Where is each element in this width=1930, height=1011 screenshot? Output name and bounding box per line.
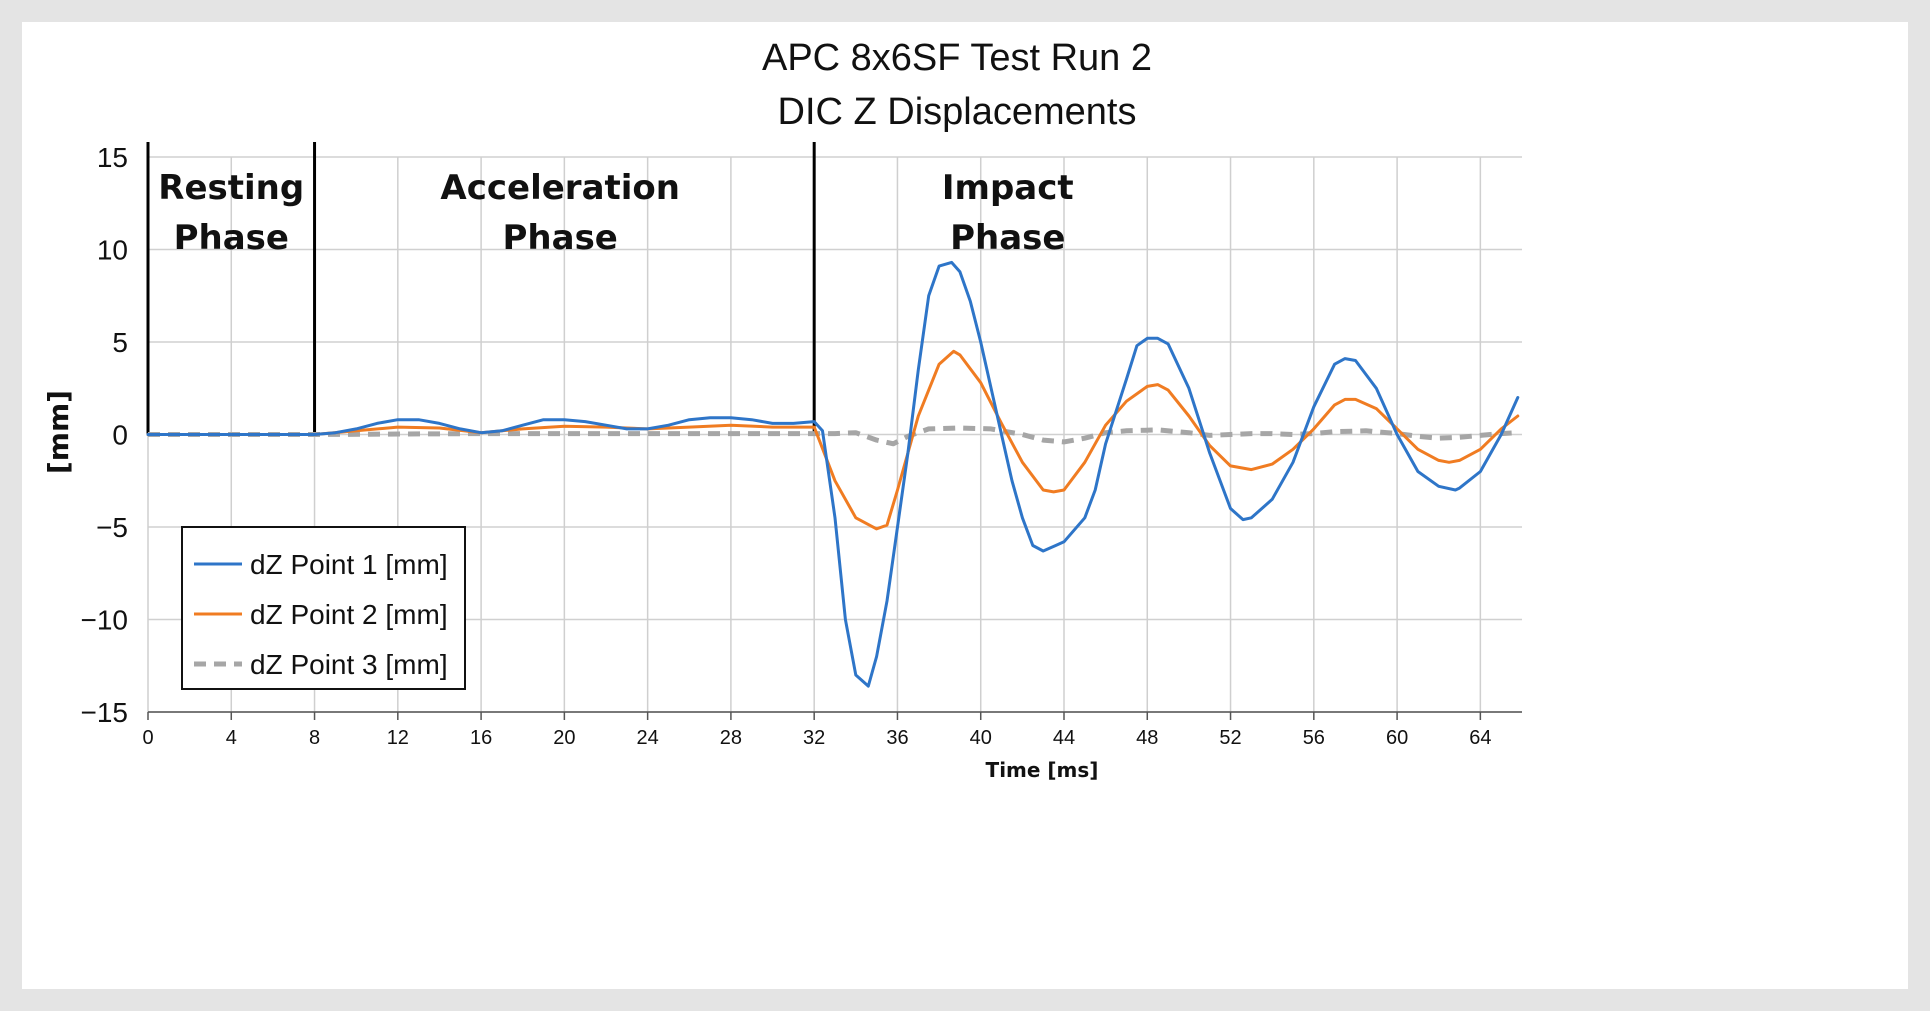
phase-boundaries (146, 142, 816, 435)
x-tick-label: 4 (226, 727, 237, 749)
y-axis-label: [mm] (42, 390, 75, 474)
legend: dZ Point 1 [mm] dZ Point 2 [mm] dZ Point 3… (181, 526, 466, 690)
phase-label: Phase (950, 218, 1065, 258)
x-axis-label: Time [ms] (986, 758, 1099, 782)
chart-title-line-2: DIC Z Displacements (778, 91, 1137, 133)
x-tick-label: 8 (309, 727, 320, 749)
x-tick-label: 36 (886, 727, 908, 749)
phase-label: Impact (942, 168, 1074, 208)
phase-labels: Resting Phase Acceleration Phase Impact Phase (158, 168, 1073, 258)
y-tick-label: −10 (81, 605, 129, 636)
legend-label-1: dZ Point 1 [mm] (250, 549, 448, 580)
x-tick-label: 28 (720, 727, 742, 749)
legend-label-3: dZ Point 3 [mm] (250, 649, 448, 680)
chart-title-line-1: APC 8x6SF Test Run 2 (762, 37, 1152, 79)
phase-label: Phase (174, 218, 289, 258)
y-tick-label: 5 (112, 327, 128, 358)
x-axis-ticks: 0 4 8 12 16 20 24 28 32 36 40 44 48 52 56 60 64 (142, 711, 1522, 749)
x-tick-label: 48 (1136, 727, 1158, 749)
x-tick-label: 56 (1303, 727, 1325, 749)
legend-label-2: dZ Point 2 [mm] (250, 599, 448, 630)
x-tick-label: 20 (553, 727, 575, 749)
y-tick-label: 10 (97, 235, 128, 266)
y-tick-label: 0 (112, 420, 128, 451)
y-tick-label: −5 (96, 512, 128, 543)
x-tick-label: 64 (1469, 727, 1491, 749)
phase-label: Acceleration (440, 168, 680, 208)
phase-label: Phase (503, 218, 618, 258)
series-line-1 (146, 260, 1520, 688)
x-tick-label: 44 (1053, 727, 1075, 749)
legend-box (181, 526, 466, 690)
x-tick-label: 0 (142, 727, 153, 749)
x-tick-label: 40 (970, 727, 992, 749)
x-tick-label: 24 (637, 727, 659, 749)
phase-label: Resting (158, 168, 304, 208)
x-tick-label: 32 (803, 727, 825, 749)
x-tick-label: 60 (1386, 727, 1408, 749)
chart-panel: 15 10 5 0 −5 −10 −15 0 4 8 12 16 20 24 28 32 36 40 44 48 52… (22, 22, 1908, 989)
x-tick-label: 16 (470, 727, 492, 749)
series-layer (146, 260, 1520, 688)
y-tick-label: −15 (81, 697, 129, 728)
y-tick-label: 15 (97, 142, 128, 173)
x-tick-label: 52 (1219, 727, 1241, 749)
y-axis-ticks: 15 10 5 0 −5 −10 −15 (81, 142, 129, 728)
x-tick-label: 12 (387, 727, 409, 749)
